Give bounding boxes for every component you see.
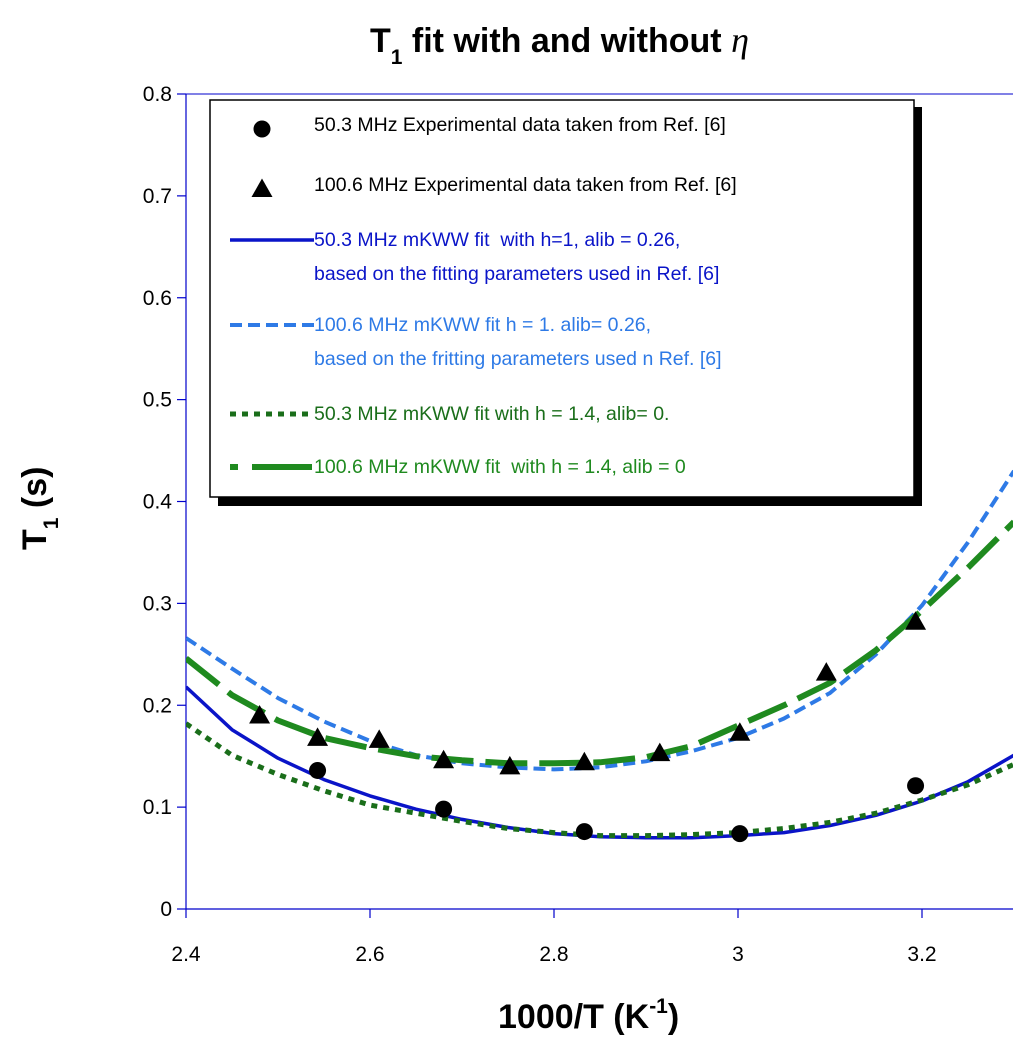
triangle-data-point [815,662,837,681]
triangle-data-point [729,722,751,741]
legend-label: 100.6 MHz mKWW fit h = 1. alib= 0.26, [314,314,651,336]
series-line-dashed [186,469,1013,772]
legend-items: 50.3 MHz Experimental data taken from Re… [230,114,737,478]
y-label-subscript: 1 [40,517,63,529]
triangle-data-point [307,727,329,746]
y-axis-ticks: 0 0.1 0.2 0.3 0.4 0.5 0.6 0.7 0.8 [143,83,186,921]
triangle-data-point [368,729,390,748]
triangle-data-point [499,755,521,775]
legend-label: based on the fritting parameters used n … [314,348,722,370]
series-lines [186,469,1013,840]
y-tick-label: 0.2 [143,694,172,717]
y-tick-label: 0 [160,898,172,921]
x-axis-ticks: 2.4 2.6 2.8 3 3.2 [171,909,937,966]
circle-data-point [575,823,593,841]
x-tick-label: 3 [732,943,744,966]
series-line-longdash [186,519,1013,767]
y-tick-label: 0.5 [143,389,172,412]
y-tick-label: 0.4 [143,491,173,514]
x-tick-label: 2.8 [539,943,568,966]
x-label-end: ) [668,998,679,1036]
x-label-superscript: -1 [649,995,668,1018]
circle-data-point [309,761,327,779]
title-greek-eta: η [731,20,749,60]
legend-label: 100.6 MHz mKWW fit with h = 1.4, alib = … [314,456,686,478]
x-tick-label: 3.2 [907,943,936,966]
y-tick-label: 0.3 [143,592,172,615]
chart-title: T1 fit with and without η [370,20,749,69]
y-tick-label: 0.7 [143,185,172,208]
legend-box [209,99,915,498]
y-axis-label: T1 (s) [16,467,63,550]
legend-triangle-marker [251,178,273,197]
triangle-data-point [649,742,671,762]
legend-label: 50.3 MHz mKWW fit with h=1, alib = 0.26, [314,229,680,251]
y-tick-label: 0.8 [143,83,172,106]
x-axis-label: 1000/T (K-1) [498,995,679,1036]
y-label-end: (s) [16,467,54,518]
triangle-data-point [433,749,455,769]
y-tick-label: 0.6 [143,287,172,310]
triangle-data-point [249,704,271,724]
legend-label: 50.3 MHz Experimental data taken from Re… [314,114,726,136]
triangle-data-point [573,751,595,771]
y-tick-label: 0.1 [143,796,172,819]
series-points [249,611,927,843]
x-tick-label: 2.6 [355,943,384,966]
x-tick-label: 2.4 [171,943,201,966]
title-main: T [370,22,391,60]
x-label-main: 1000/T (K [498,998,650,1036]
legend-circle-marker [253,120,271,138]
legend: 50.3 MHz Experimental data taken from Re… [209,99,922,506]
circle-data-point [435,800,453,818]
series-line-dotted [186,721,1013,839]
triangle-data-point [905,611,927,630]
legend-label: 50.3 MHz mKWW fit with h = 1.4, alib= 0. [314,403,669,425]
legend-label: based on the fitting parameters used in … [314,263,719,285]
circle-data-point [907,777,925,795]
title-rest: fit with and without [402,22,731,60]
y-label-main: T [16,529,54,550]
circle-data-point [731,825,749,843]
title-subscript: 1 [391,46,403,69]
legend-label: 100.6 MHz Experimental data taken from R… [314,174,737,196]
